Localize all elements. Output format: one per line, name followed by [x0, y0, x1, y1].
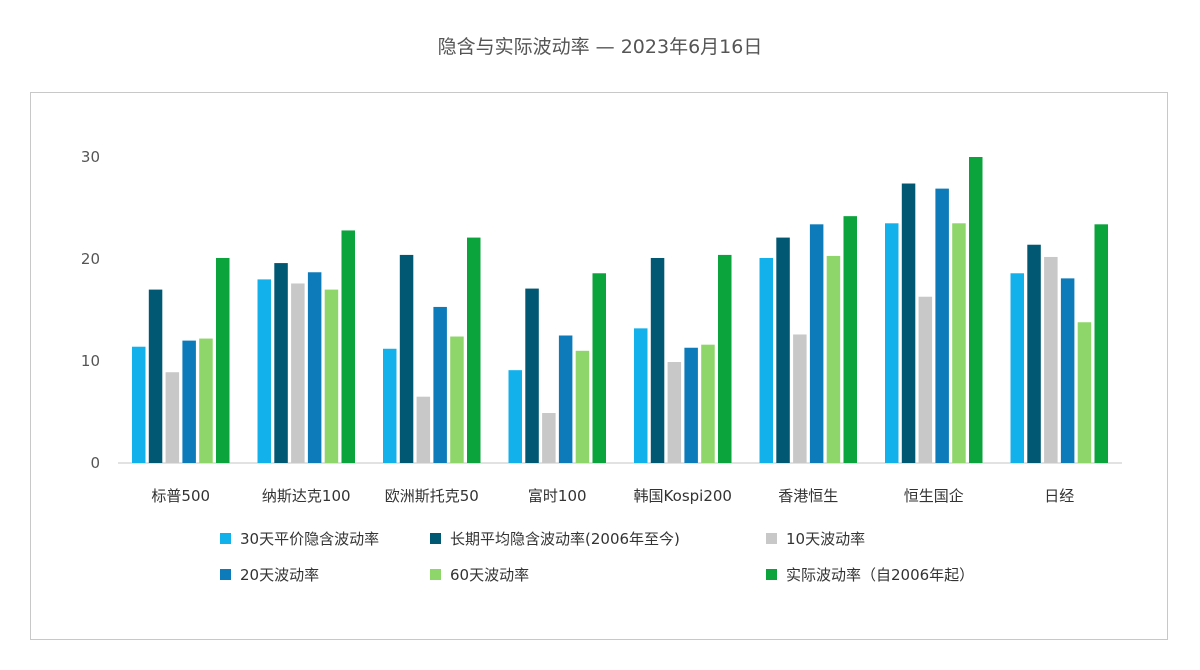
bar — [1027, 244, 1041, 463]
bar — [885, 223, 899, 463]
bar — [1094, 224, 1108, 463]
bar — [634, 328, 648, 463]
legend-label: 20天波动率 — [240, 566, 319, 584]
bar — [274, 263, 288, 463]
y-tick-label: 20 — [81, 250, 100, 268]
legend-label: 实际波动率（自2006年起） — [786, 566, 974, 584]
bar — [1044, 256, 1058, 463]
bar — [182, 340, 196, 463]
bar — [467, 237, 481, 463]
x-tick-label: 标普500 — [151, 487, 210, 505]
bar — [450, 336, 464, 463]
bar — [558, 335, 573, 463]
bar — [1077, 322, 1092, 463]
bar — [257, 279, 271, 463]
legend-swatch — [766, 569, 777, 580]
x-tick-label: 日经 — [1044, 487, 1074, 505]
bar — [969, 157, 983, 463]
legend-label: 长期平均隐含波动率(2006年至今) — [450, 530, 680, 548]
bar — [216, 257, 230, 463]
bar — [684, 347, 698, 463]
bars — [132, 157, 1108, 463]
legend-label: 10天波动率 — [786, 530, 865, 548]
legend-swatch — [430, 569, 441, 580]
bar — [399, 254, 414, 463]
legend-swatch — [220, 533, 231, 544]
bar — [525, 288, 539, 463]
y-tick-label: 10 — [81, 352, 100, 370]
chart-title: 隐含与实际波动率 — 2023年6月16日 — [437, 36, 763, 58]
y-tick-label: 30 — [81, 148, 100, 166]
bar — [809, 224, 824, 463]
bar — [793, 334, 807, 463]
bar — [165, 372, 180, 463]
bar — [718, 254, 732, 463]
bar — [291, 283, 305, 463]
chart-frame — [30, 92, 1168, 640]
bar — [307, 272, 322, 463]
bar — [1010, 273, 1024, 463]
bar — [843, 216, 857, 463]
legend-swatch — [430, 533, 441, 544]
y-axis: 0 10 20 30 — [81, 148, 100, 472]
legend-swatch — [766, 533, 777, 544]
legend: 30天平价隐含波动率 长期平均隐含波动率(2006年至今) 10天波动率 20天波动率… — [220, 530, 974, 584]
x-tick-label: 欧洲斯托克50 — [385, 487, 479, 505]
bar — [592, 273, 606, 463]
x-tick-label: 纳斯达克100 — [262, 487, 351, 505]
x-tick-label: 香港恒生 — [778, 487, 838, 505]
bar — [935, 188, 949, 463]
legend-label: 60天波动率 — [450, 566, 529, 584]
bar — [416, 396, 431, 463]
x-tick-label: 富时100 — [528, 487, 587, 505]
bar — [508, 370, 522, 463]
bar — [759, 257, 773, 463]
bar — [1060, 278, 1075, 463]
bar — [148, 289, 163, 463]
bar — [650, 257, 665, 463]
bar — [199, 338, 213, 463]
bar — [383, 348, 397, 463]
y-tick-label: 0 — [90, 454, 100, 472]
bar — [341, 230, 355, 463]
bar — [575, 350, 590, 463]
bar — [918, 296, 933, 463]
x-tick-label: 韩国Kospi200 — [634, 487, 732, 505]
x-tick-label: 恒生国企 — [904, 487, 964, 505]
bar — [952, 223, 966, 463]
bar — [542, 413, 556, 463]
bar — [433, 306, 447, 463]
bar — [776, 237, 790, 463]
x-axis: 标普500 纳斯达克100 欧洲斯托克50 富时100 韩国Kospi200 香港恒生 恒生… — [151, 487, 1074, 505]
legend-label: 30天平价隐含波动率 — [240, 530, 379, 548]
bar — [826, 255, 841, 463]
bar — [132, 346, 146, 463]
bar — [701, 344, 715, 463]
legend-swatch — [220, 569, 231, 580]
bar — [901, 183, 916, 463]
bar — [324, 289, 339, 463]
bar — [667, 362, 682, 463]
